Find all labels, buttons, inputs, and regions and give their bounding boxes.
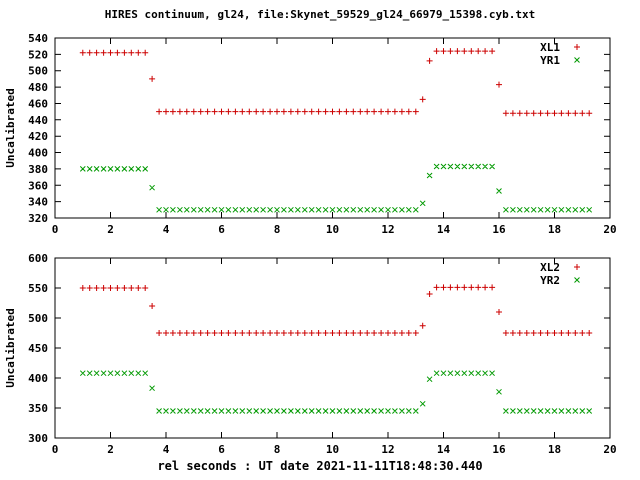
x-tick-label: 18 [548, 223, 561, 236]
x-tick-label: 0 [52, 223, 59, 236]
x-tick-label: 8 [274, 443, 281, 456]
y-tick-label: 360 [28, 179, 48, 192]
x-tick-label: 6 [218, 443, 225, 456]
y-tick-label: 480 [28, 81, 48, 94]
y-tick-label: 540 [28, 32, 48, 45]
plot-1: 320 340 360 380 400 420 440 460 480 500 520 540 0 2 4 6… [4, 32, 617, 236]
x-tick-label: 14 [437, 223, 451, 236]
y-tick-label: 350 [28, 402, 48, 415]
legend-marker-XL1 [574, 44, 580, 50]
y-tick-label: 320 [28, 212, 48, 225]
legend-label-YR2: YR2 [540, 274, 560, 287]
x-tick-label: 6 [218, 223, 225, 236]
y-tick-label: 440 [28, 114, 48, 127]
legend-label-YR1: YR1 [540, 54, 560, 67]
plot-2: 300 350 400 450 500 550 600 0 2 4 6 8 10 12 14 16 18 20 Un… [4, 252, 617, 456]
series-YR1-points [79, 163, 593, 213]
y-tick-label: 600 [28, 252, 48, 265]
x-tick-label: 12 [381, 443, 394, 456]
x-tick-label: 10 [326, 223, 339, 236]
y-tick-label: 400 [28, 147, 48, 160]
x-axis-label: rel seconds : UT date 2021-11-11T18:48:3… [157, 459, 483, 473]
x-tick-label: 14 [437, 443, 451, 456]
legend-label-XL1: XL1 [540, 41, 560, 54]
x-tick-label: 20 [603, 443, 616, 456]
chart-title: HIRES continuum, gl24, file:Skynet_59529… [104, 8, 536, 21]
y-axis-label: Uncalibrated [4, 88, 17, 167]
y-axis-label: Uncalibrated [4, 308, 17, 387]
series-XL1-points [79, 48, 593, 117]
y-tick-label: 500 [28, 65, 48, 78]
y-tick-label: 500 [28, 312, 48, 325]
x-tick-label: 4 [163, 223, 170, 236]
y-tick-label: 420 [28, 130, 48, 143]
x-tick-label: 20 [603, 223, 616, 236]
x-tick-label: 16 [492, 443, 506, 456]
legend-marker-XL2 [574, 264, 580, 270]
y-tick-label: 550 [28, 282, 48, 295]
legend-label-XL2: XL2 [540, 261, 560, 274]
x-tick-label: 8 [274, 223, 281, 236]
plot-border [54, 37, 611, 219]
y-tick-label: 400 [28, 372, 48, 385]
y-tick-label: 460 [28, 98, 48, 111]
legend-marker-YR2 [574, 277, 580, 283]
x-tick-label: 16 [492, 223, 506, 236]
y-tick-label: 340 [28, 196, 48, 209]
series-XL2-points [79, 284, 593, 336]
x-tick-label: 2 [107, 223, 114, 236]
x-tick-label: 12 [381, 223, 394, 236]
legend-marker-YR1 [574, 57, 580, 63]
y-tick-label: 520 [28, 48, 48, 61]
y-tick-label: 380 [28, 163, 48, 176]
series-YR2-points [79, 370, 593, 414]
x-tick-label: 10 [326, 443, 339, 456]
x-tick-label: 18 [548, 443, 561, 456]
x-tick-label: 0 [52, 443, 59, 456]
y-tick-label: 450 [28, 342, 48, 355]
y-tick-label: 300 [28, 432, 48, 445]
x-tick-label: 4 [163, 443, 170, 456]
x-tick-label: 2 [107, 443, 114, 456]
